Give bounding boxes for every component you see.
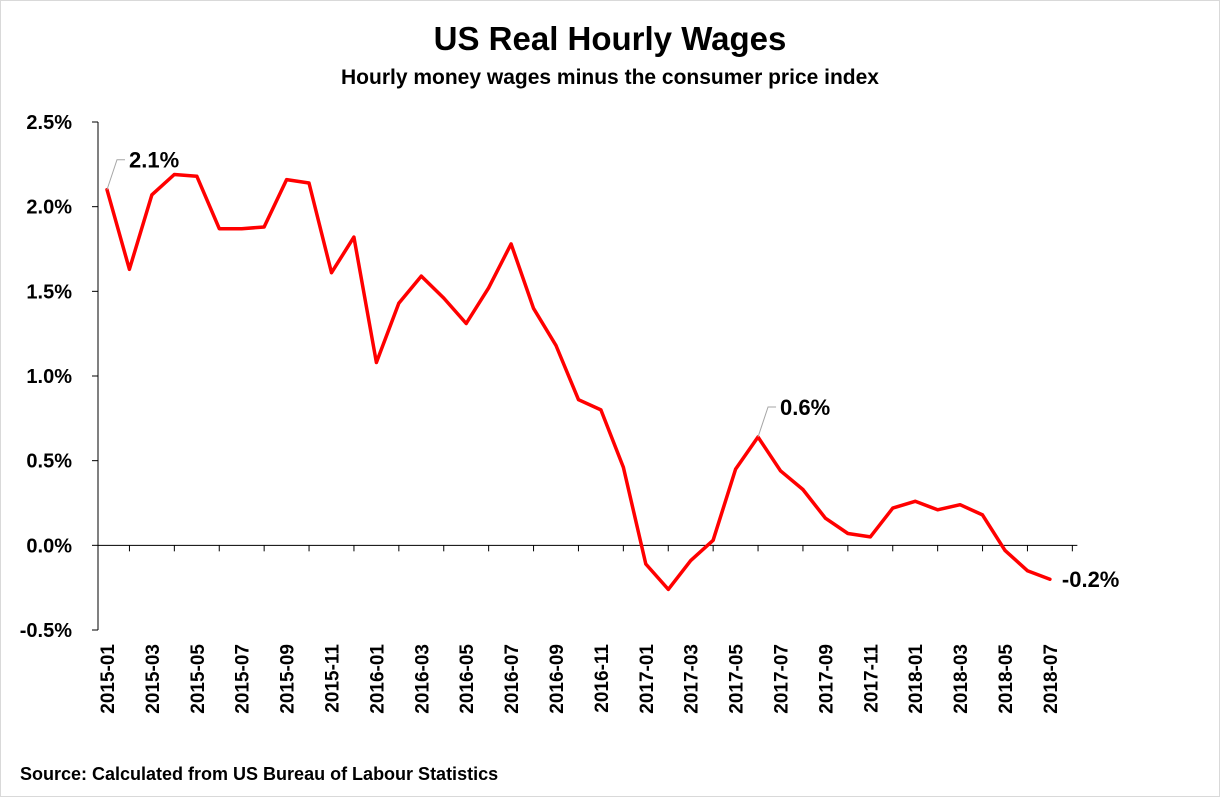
data-point bbox=[936, 508, 940, 512]
x-tick-label: 2018-01 bbox=[906, 644, 927, 714]
series-line bbox=[105, 172, 1052, 592]
x-tick-label: 2017-03 bbox=[682, 644, 703, 714]
data-point bbox=[1048, 577, 1052, 581]
x-tick-label: 2018-05 bbox=[996, 644, 1017, 714]
x-tick-label: 2015-11 bbox=[323, 644, 344, 713]
x-tick-label: 2015-03 bbox=[143, 644, 164, 714]
y-tick-label: -0.5% bbox=[20, 620, 72, 642]
data-point bbox=[217, 227, 221, 231]
data-point bbox=[599, 408, 603, 412]
data-point bbox=[666, 587, 670, 591]
data-point bbox=[127, 267, 131, 271]
x-tick-label: 2017-01 bbox=[637, 644, 658, 714]
data-label-leader bbox=[106, 159, 125, 190]
data-point bbox=[779, 469, 782, 473]
data-label: 2.1% bbox=[129, 148, 179, 173]
x-tick-label: 2018-03 bbox=[951, 644, 972, 714]
chart-title: US Real Hourly Wages bbox=[433, 20, 787, 57]
data-label: -0.2% bbox=[1062, 567, 1119, 592]
x-tick-label: 2016-01 bbox=[367, 644, 388, 714]
data-point bbox=[981, 513, 985, 517]
data-point bbox=[532, 306, 536, 310]
data-point bbox=[464, 322, 468, 326]
data-point bbox=[823, 516, 827, 520]
data-point bbox=[801, 487, 805, 491]
data-point bbox=[958, 503, 962, 507]
y-tick-label: 1.0% bbox=[26, 366, 72, 388]
data-point bbox=[240, 227, 244, 231]
x-tick-label: 2016-07 bbox=[502, 644, 523, 714]
data-label-leader bbox=[757, 406, 777, 438]
x-tick-label: 2016-05 bbox=[457, 644, 478, 714]
x-tick-label: 2018-07 bbox=[1041, 644, 1062, 714]
x-tick-label: 2017-09 bbox=[816, 644, 837, 714]
data-point bbox=[330, 271, 333, 275]
data-point bbox=[868, 535, 872, 539]
data-point bbox=[150, 193, 154, 197]
x-tick-label: 2015-05 bbox=[188, 644, 209, 714]
source-note: Source: Calculated from US Bureau of Lab… bbox=[20, 764, 499, 784]
data-point bbox=[913, 499, 917, 503]
data-point bbox=[644, 562, 648, 566]
y-axis: -0.5% 0.0% 0.5% 1.0% 1.5% 2.0% 2.5% bbox=[20, 112, 99, 642]
data-point bbox=[621, 465, 625, 469]
x-tick-label: 2016-09 bbox=[547, 644, 568, 714]
data-point bbox=[195, 174, 199, 178]
data-point bbox=[397, 301, 401, 305]
x-tick-label: 2015-07 bbox=[233, 644, 254, 714]
data-point bbox=[576, 398, 580, 402]
data-point bbox=[554, 344, 558, 348]
y-tick-label: 2.5% bbox=[26, 112, 72, 134]
data-labels-layer: 2.1% 0.6% -0.2% bbox=[106, 148, 1119, 592]
x-tick-label: 2017-05 bbox=[727, 644, 748, 714]
x-tick-label: 2017-07 bbox=[772, 644, 793, 714]
data-point bbox=[891, 506, 895, 510]
x-tick-label: 2015-01 bbox=[98, 644, 119, 714]
data-point bbox=[1003, 548, 1007, 552]
x-tick-label: 2016-03 bbox=[412, 644, 433, 714]
data-point bbox=[352, 235, 356, 239]
data-point bbox=[307, 181, 311, 185]
data-point bbox=[689, 559, 693, 563]
data-point bbox=[711, 538, 715, 542]
x-tick-label: 2017-11 bbox=[861, 644, 882, 713]
x-axis: 2015-01 2015-03 2015-05 2015-07 2015-09 2015-… bbox=[98, 544, 1078, 714]
y-tick-label: 1.5% bbox=[26, 281, 72, 303]
data-point bbox=[172, 172, 176, 176]
data-point bbox=[419, 274, 423, 278]
data-point bbox=[509, 242, 513, 246]
data-label: 0.6% bbox=[780, 395, 830, 420]
data-point bbox=[734, 467, 738, 471]
y-tick-label: 0.5% bbox=[26, 451, 72, 473]
data-point bbox=[374, 360, 378, 364]
chart-subtitle: Hourly money wages minus the consumer pr… bbox=[341, 66, 879, 89]
data-point bbox=[262, 225, 266, 229]
y-tick-label: 2.0% bbox=[26, 197, 72, 219]
data-point bbox=[285, 178, 289, 182]
data-point bbox=[1025, 569, 1029, 573]
data-point bbox=[487, 286, 491, 290]
data-point bbox=[442, 296, 446, 300]
x-tick-label: 2015-09 bbox=[278, 644, 299, 714]
y-tick-label: 0.0% bbox=[26, 535, 72, 557]
data-point bbox=[846, 531, 850, 535]
series-layer bbox=[105, 172, 1052, 592]
x-tick-label: 2016-11 bbox=[592, 644, 613, 713]
